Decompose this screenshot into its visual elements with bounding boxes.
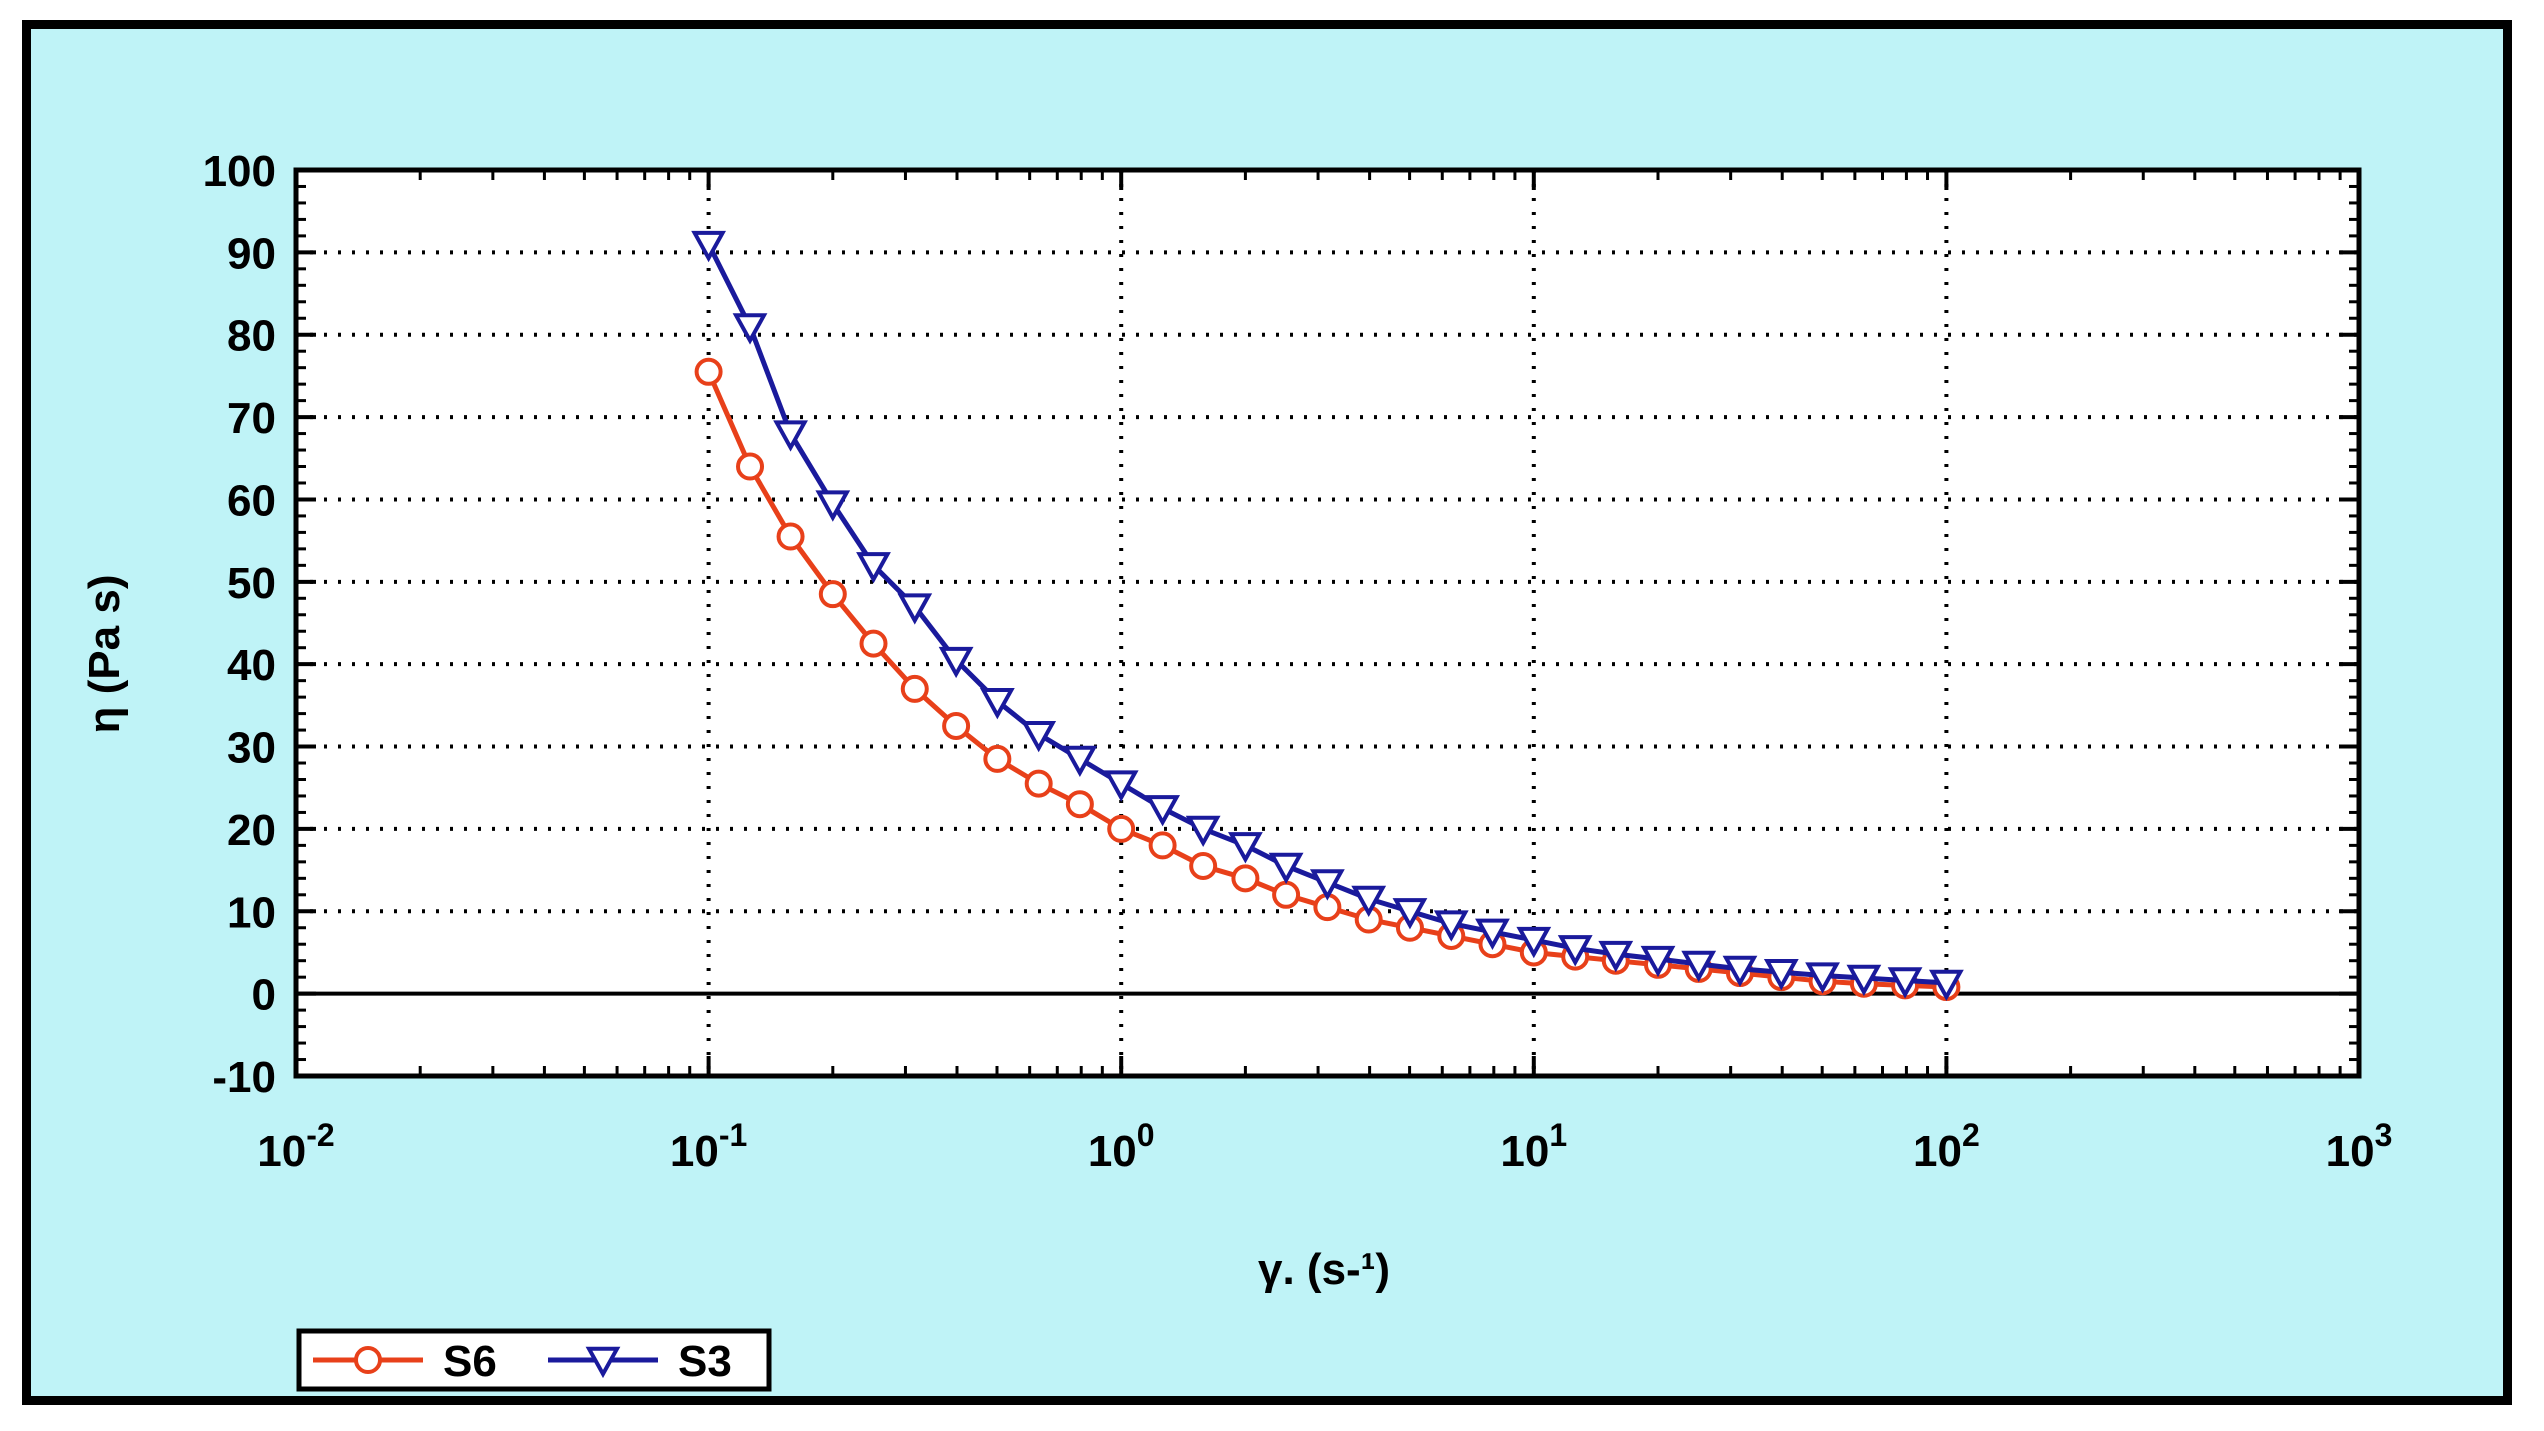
data-point	[938, 646, 974, 679]
data-point	[585, 1346, 621, 1379]
y-tick-label: 50	[227, 559, 276, 608]
data-point	[1107, 814, 1136, 843]
data-point	[354, 1346, 382, 1374]
data-point	[1887, 967, 1923, 999]
data-point	[1103, 770, 1139, 802]
data-point	[859, 629, 888, 658]
y-tick-label: 80	[227, 312, 276, 361]
plot-background	[296, 170, 2359, 1076]
data-point	[1929, 969, 1964, 1002]
data-point	[736, 452, 765, 481]
data-point	[1598, 940, 1634, 973]
y-tick-label: 0	[252, 971, 276, 1020]
data-point	[1185, 815, 1221, 848]
data-point	[1722, 955, 1758, 988]
data-point	[1557, 935, 1593, 967]
data-point	[942, 711, 971, 740]
data-point	[1516, 926, 1552, 959]
x-tick-label: 10-2	[257, 1117, 334, 1176]
data-point	[1272, 880, 1301, 909]
data-point	[1433, 910, 1469, 942]
data-point	[983, 744, 1012, 773]
data-point	[732, 313, 768, 345]
data-point	[1065, 790, 1094, 819]
data-point	[776, 522, 805, 551]
data-point	[1062, 745, 1098, 778]
data-point	[1805, 962, 1840, 994]
y-tick-label: 30	[227, 724, 276, 773]
data-point	[694, 357, 723, 386]
axes	[293, 167, 2362, 1079]
legend-item-s6: S6	[313, 1337, 497, 1386]
x-tick-label: 101	[1500, 1117, 1567, 1176]
data-point	[1268, 852, 1304, 885]
y-tick-label: 20	[227, 806, 276, 855]
chart: -10 0 10 20 30 40 50 60 70 80 90 100 10-2 10-1 100 101 1…	[80, 147, 2393, 1392]
y-tick-label: 10	[227, 888, 276, 937]
data-point	[1231, 864, 1260, 893]
data-point	[979, 688, 1015, 720]
y-tick-label: 60	[227, 476, 276, 525]
data-point	[773, 420, 808, 452]
data-point	[1351, 885, 1387, 918]
x-axis-title: γ. (s-¹)	[1258, 1245, 1390, 1294]
data-point	[1846, 964, 1882, 997]
plot-area	[296, 170, 2359, 1076]
data-point	[1392, 898, 1428, 930]
y-tick-label: 70	[227, 394, 276, 443]
x-tick-label: 103	[2326, 1117, 2393, 1176]
y-tick-label: -10	[212, 1053, 276, 1102]
data-point	[897, 593, 933, 625]
series-s3	[691, 230, 1964, 1002]
y-tick-label: 40	[227, 641, 276, 690]
x-tick-label: 100	[1088, 1117, 1155, 1176]
data-point	[1763, 959, 1799, 991]
data-point	[900, 674, 929, 703]
data-point	[818, 580, 847, 609]
legend: S6 S3	[296, 1328, 772, 1392]
data-point	[856, 552, 891, 584]
data-point	[1309, 869, 1345, 901]
tick-labels: -10 0 10 20 30 40 50 60 70 80 90 100 10-2 10-1 100 101 1…	[203, 147, 2393, 1176]
data-point	[691, 230, 726, 263]
data-point	[1148, 831, 1177, 860]
data-point	[1475, 918, 1510, 950]
series	[691, 230, 1964, 1002]
plot-border	[293, 167, 2362, 1079]
x-tick-label: 102	[1913, 1117, 1980, 1176]
data-point	[1189, 851, 1218, 880]
legend-label: S6	[443, 1337, 497, 1386]
y-tick-label: 100	[203, 147, 276, 196]
data-point	[1640, 945, 1676, 978]
data-point	[815, 490, 851, 522]
data-point	[1145, 795, 1181, 827]
data-point	[1228, 832, 1263, 864]
data-point	[1681, 950, 1717, 983]
grid	[294, 168, 2361, 1078]
chart-frame: -10 0 10 20 30 40 50 60 70 80 90 100 10-2 10-1 100 101 1…	[22, 20, 2512, 1405]
y-axis-title: η (Pa s)	[80, 575, 129, 734]
data-point	[1024, 769, 1053, 798]
legend-item-s3: S3	[548, 1337, 732, 1386]
data-point	[1021, 720, 1057, 753]
x-tick-label: 10-1	[670, 1117, 747, 1176]
y-tick-label: 90	[227, 229, 276, 278]
legend-label: S3	[678, 1337, 732, 1386]
